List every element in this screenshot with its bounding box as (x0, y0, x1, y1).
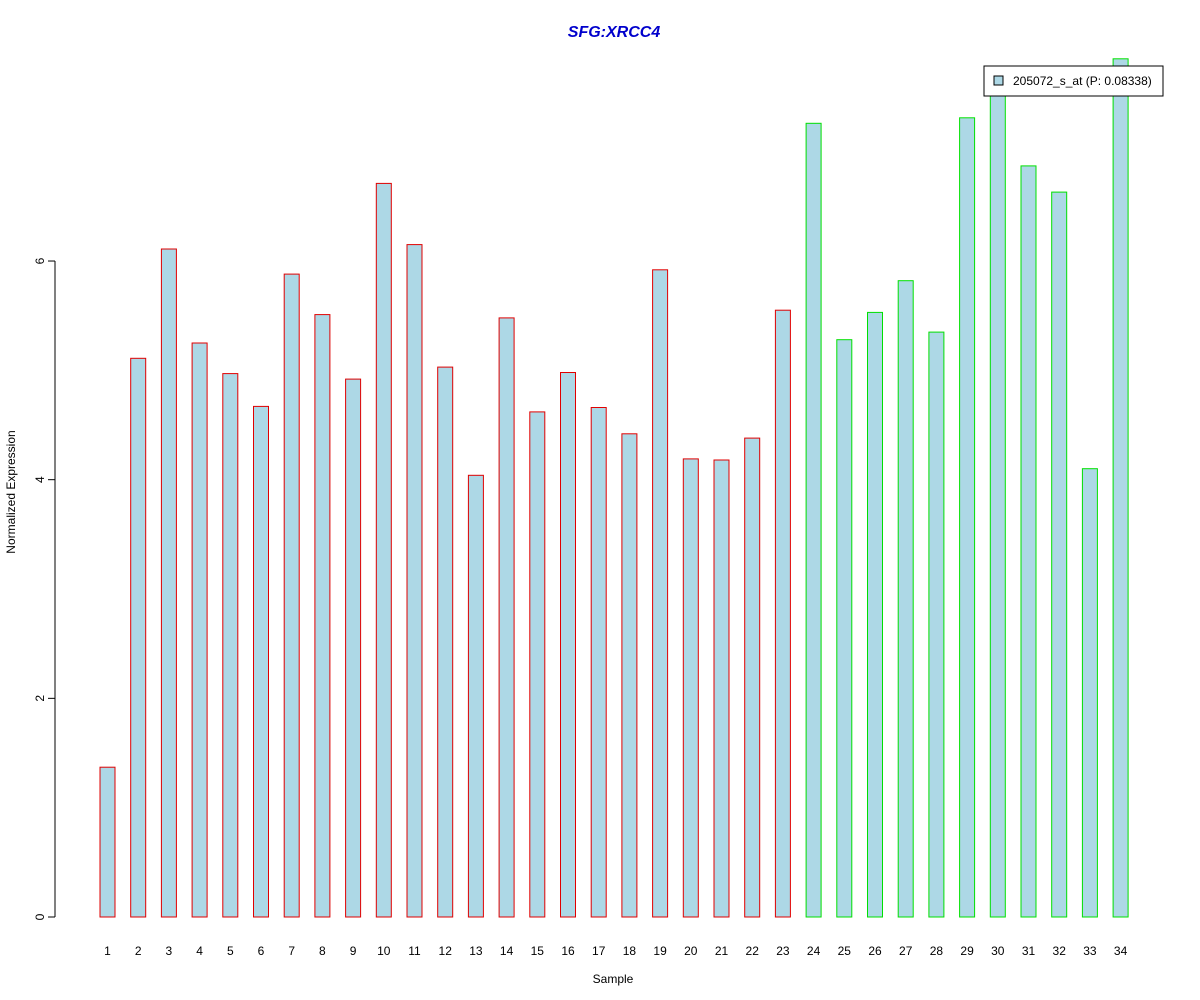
bar (928, 331, 945, 918)
legend: 205072_s_at (P: 0.08338) (983, 65, 1164, 97)
bar (836, 339, 853, 918)
y-tick-label: 6 (33, 257, 47, 264)
x-tick-label: 9 (350, 944, 357, 958)
x-tick-label: 34 (1114, 944, 1128, 958)
x-tick-labels: 1 2 3 4 5 6 7 8 9 10 11 12 13 14 15 16 17 18 19 20 21 22 23 24 2… (104, 944, 1127, 958)
bar (529, 411, 546, 918)
bar (283, 273, 300, 918)
x-tick-label: 14 (500, 944, 514, 958)
x-tick-label: 23 (776, 944, 790, 958)
x-tick-label: 25 (838, 944, 852, 958)
x-tick-label: 33 (1083, 944, 1097, 958)
bar (959, 117, 976, 918)
bar (621, 433, 638, 918)
x-tick-label: 1 (104, 944, 111, 958)
x-tick-label: 5 (227, 944, 234, 958)
legend-label: 205072_s_at (P: 0.08338) (1013, 74, 1152, 88)
bar (560, 372, 576, 918)
x-tick-label: 22 (746, 944, 760, 958)
x-tick-label: 31 (1022, 944, 1036, 958)
bar (1081, 468, 1098, 918)
x-tick-label: 28 (930, 944, 944, 958)
x-tick-label: 21 (715, 944, 729, 958)
bar (590, 407, 607, 918)
x-tick-label: 10 (377, 944, 391, 958)
x-tick-label: 20 (684, 944, 698, 958)
x-tick-label: 32 (1053, 944, 1067, 958)
y-tick-label: 0 (33, 913, 47, 920)
bar (805, 122, 822, 918)
x-tick-label: 19 (653, 944, 667, 958)
bar (498, 317, 515, 918)
x-tick-label: 15 (531, 944, 545, 958)
y-tick-label: 4 (33, 476, 47, 483)
x-tick-label: 6 (258, 944, 265, 958)
bar (989, 77, 1006, 918)
x-tick-label: 26 (868, 944, 882, 958)
bar (713, 459, 730, 918)
bar (1020, 165, 1037, 918)
chart-title: SFG:XRCC4 (568, 24, 661, 41)
x-tick-label: 17 (592, 944, 606, 958)
bar (99, 766, 116, 918)
y-axis-label: Normalized Expression (4, 430, 18, 553)
bar (222, 373, 239, 918)
bar (160, 248, 177, 918)
bar (774, 309, 791, 918)
bar (191, 342, 208, 918)
bar (897, 280, 914, 918)
bar (467, 474, 484, 918)
bar (253, 405, 269, 918)
x-tick-label: 30 (991, 944, 1005, 958)
bars-group (99, 58, 1129, 918)
legend-box (983, 65, 1164, 97)
x-tick-label: 3 (166, 944, 173, 958)
x-tick-label: 18 (623, 944, 637, 958)
bar (682, 458, 699, 918)
x-tick-label: 7 (288, 944, 295, 958)
legend-swatch (993, 75, 1004, 86)
bar (744, 437, 761, 918)
bar (867, 311, 883, 918)
y-axis: 0 2 4 6 (33, 257, 56, 920)
y-tick-label: 2 (33, 695, 47, 702)
bar (652, 269, 669, 918)
bar (437, 366, 454, 918)
x-tick-label: 29 (960, 944, 974, 958)
bar (375, 182, 392, 918)
bar (1051, 191, 1068, 918)
x-tick-label: 27 (899, 944, 913, 958)
x-tick-label: 13 (469, 944, 483, 958)
bar (345, 378, 362, 918)
bar (406, 244, 423, 918)
x-tick-label: 11 (408, 944, 421, 958)
x-tick-label: 24 (807, 944, 821, 958)
x-tick-label: 16 (561, 944, 575, 958)
bar (314, 314, 331, 918)
x-axis-label: Sample (593, 972, 634, 986)
x-tick-label: 12 (439, 944, 453, 958)
x-tick-label: 8 (319, 944, 326, 958)
bar (1112, 58, 1129, 918)
bar (130, 357, 147, 918)
x-tick-label: 2 (135, 944, 142, 958)
x-tick-label: 4 (196, 944, 203, 958)
